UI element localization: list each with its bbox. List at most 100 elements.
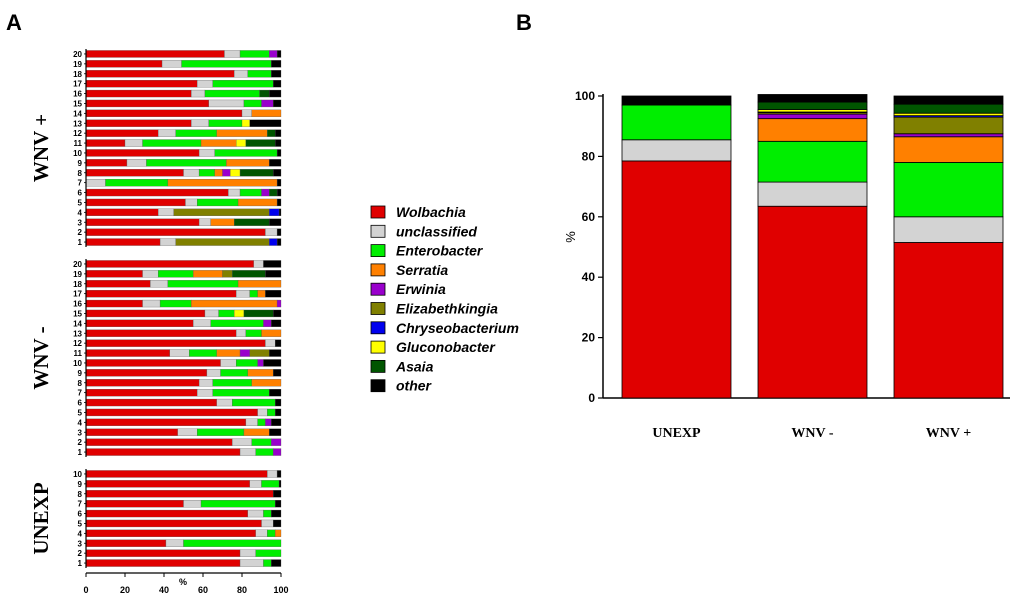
bar-segment-erwinia <box>893 133 1004 138</box>
bar-segment-unclassified <box>241 109 252 117</box>
bar-segment-unclassified <box>193 319 211 328</box>
bar-segment-serratia <box>193 270 223 278</box>
sample-label: 2 <box>78 438 83 447</box>
sample-label: 18 <box>73 280 82 289</box>
sample-label: 6 <box>78 399 83 408</box>
legend-swatch-chryseobacterium <box>370 321 386 335</box>
legend-entry-elizabethkingia: Elizabethkingia <box>396 301 498 317</box>
bar-segment-unclassified <box>183 169 200 177</box>
bar-segment-wolbachia <box>85 438 233 446</box>
bar-segment-other <box>271 60 282 68</box>
bar-segment-unclassified <box>198 379 213 387</box>
bar-segment-wolbachia <box>85 238 161 246</box>
bar-segment-wolbachia <box>85 319 194 328</box>
bar-segment-other <box>276 188 282 197</box>
bar-segment-elizabethkingia <box>175 238 270 246</box>
legend-entry-serratia: Serratia <box>396 262 448 278</box>
bar-segment-other <box>276 198 282 207</box>
bar-segment-enterobacter <box>232 398 276 407</box>
bar-segment-wolbachia <box>85 280 151 288</box>
bar-segment-erwinia <box>273 448 282 456</box>
bar-segment-wolbachia <box>85 529 256 537</box>
bar-segment-serratia <box>214 169 223 177</box>
bar-segment-unclassified <box>216 398 233 407</box>
sample-label: 7 <box>78 389 83 398</box>
bar-segment-enterobacter <box>159 299 192 308</box>
bar-segment-wolbachia <box>85 470 268 478</box>
bar-segment-unclassified <box>265 228 278 236</box>
y-tick-label: 60 <box>582 210 596 224</box>
bar-segment-other <box>621 95 732 106</box>
y-tick-label: 40 <box>582 270 596 284</box>
bar-segment-unclassified <box>220 359 237 367</box>
bar-segment-unclassified <box>253 260 264 268</box>
bar-segment-unclassified <box>757 181 868 207</box>
sample-label: 9 <box>78 480 83 489</box>
bar-segment-wolbachia <box>85 299 143 308</box>
bar-segment-enterobacter <box>267 529 276 537</box>
bar-segment-unclassified <box>224 50 241 58</box>
bar-segment-wolbachia <box>85 428 178 436</box>
bar-segment-unclassified <box>142 299 161 308</box>
bar-segment-unclassified <box>235 329 247 337</box>
legend-entry-other: other <box>396 378 433 394</box>
bar-segment-other <box>274 129 282 137</box>
bar-segment-wolbachia <box>85 80 198 88</box>
bar-segment-wolbachia <box>85 349 170 357</box>
bar-segment-asaia <box>234 218 270 226</box>
bar-segment-unclassified <box>157 208 174 217</box>
bar-segment-unclassified <box>198 218 211 226</box>
sample-label: 17 <box>73 80 82 89</box>
bar-segment-wolbachia <box>85 169 184 177</box>
bar-segment-unclassified <box>249 480 262 488</box>
bar-segment-other <box>278 208 282 217</box>
sample-label: 1 <box>78 238 83 247</box>
x-tick-label: 80 <box>237 585 247 595</box>
bar-segment-wolbachia <box>85 490 274 498</box>
bar-segment-erwinia <box>757 113 868 120</box>
legend-entry-enterobacter: Enterobacter <box>396 243 484 259</box>
panel-a-letter: A <box>6 10 22 35</box>
bar-segment-enterobacter <box>212 379 252 387</box>
bar-segment-other <box>263 359 282 367</box>
sample-label: 20 <box>73 50 82 59</box>
bar-segment-unclassified <box>150 280 169 288</box>
panel-b-letter: B <box>516 10 532 35</box>
y-tick-label: 20 <box>582 331 596 345</box>
bar-segment-wolbachia <box>85 270 143 278</box>
bar-segment-other <box>271 418 282 427</box>
bar-segment-enterobacter <box>146 159 227 167</box>
sample-label: 19 <box>73 60 82 69</box>
bar-segment-asaia <box>893 103 1004 114</box>
sample-label: 2 <box>78 549 83 558</box>
bar-segment-serratia <box>893 136 1004 163</box>
bar-segment-wolbachia <box>85 188 229 197</box>
bar-segment-unclassified <box>185 198 198 207</box>
bar-segment-serratia <box>251 379 282 387</box>
bar-segment-enterobacter <box>757 140 868 183</box>
bar-segment-enterobacter <box>257 418 266 427</box>
sample-label: 4 <box>78 418 83 427</box>
bar-segment-other <box>757 94 868 103</box>
sample-label: 13 <box>73 329 82 338</box>
bar-segment-elizabethkingia <box>173 208 270 217</box>
bar-segment-unclassified <box>198 149 215 157</box>
bar-segment-unclassified <box>196 388 213 397</box>
legend-entry-asaia: Asaia <box>395 358 434 374</box>
bar-segment-unclassified <box>206 369 221 377</box>
bar-segment-gluconobacter <box>241 119 250 127</box>
bar-segment-enterobacter <box>255 448 274 456</box>
bar-segment-asaia <box>757 101 868 110</box>
bar-segment-enterobacter <box>167 280 239 288</box>
group-label: UNEXP <box>29 482 53 555</box>
bar-segment-wolbachia <box>85 149 200 157</box>
y-tick-label: 0 <box>588 391 595 405</box>
sample-label: 8 <box>78 169 83 178</box>
bar-segment-elizabethkingia <box>222 270 233 278</box>
x-tick-label: 0 <box>83 585 88 595</box>
bar-segment-other <box>276 228 282 236</box>
bar-segment-asaia <box>232 270 266 278</box>
legend: Wolbachia unclassified Enterobacter Serrati… <box>370 204 519 394</box>
bar-segment-wolbachia <box>85 398 217 407</box>
bar-segment-wolbachia <box>85 359 221 367</box>
